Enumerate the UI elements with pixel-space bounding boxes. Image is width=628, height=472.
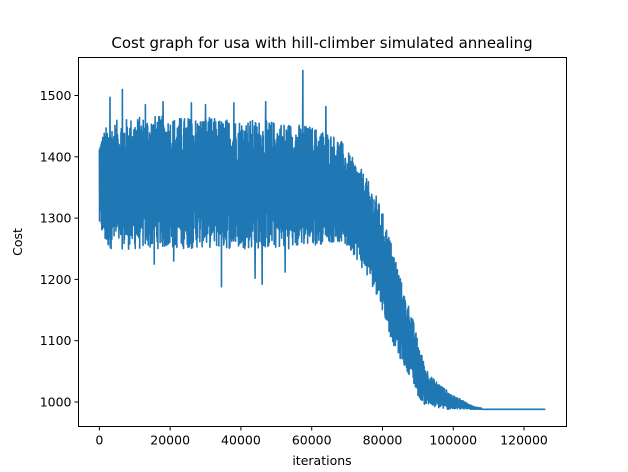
x-tick-label: 120000 (500, 433, 548, 448)
x-tick-label: 60000 (292, 433, 332, 448)
y-tick-label: 1300 (40, 211, 72, 226)
series-layer (98, 69, 546, 411)
y-tick-label: 1000 (40, 394, 72, 409)
x-tick-label: 20000 (150, 433, 190, 448)
y-tick-label: 1400 (40, 149, 72, 164)
series-line-0 (98, 69, 546, 411)
plot-frame (78, 57, 567, 427)
y-axis: 1000 1100 1200 1300 1400 1500 (40, 88, 79, 409)
x-tick-label: 0 (95, 433, 103, 448)
x-axis-title: iterations (292, 453, 351, 468)
chart-title: Cost graph for usa with hill-climber sim… (111, 34, 532, 52)
y-tick-label: 1100 (40, 333, 72, 348)
x-axis: 0 20000 40000 60000 80000 100000 120000 (95, 426, 548, 448)
x-tick-label: 80000 (363, 433, 403, 448)
x-tick-label: 100000 (429, 433, 477, 448)
x-tick-label: 40000 (221, 433, 261, 448)
y-axis-title: Cost (10, 228, 25, 256)
y-tick-label: 1500 (40, 88, 72, 103)
y-tick-label: 1200 (40, 272, 72, 287)
